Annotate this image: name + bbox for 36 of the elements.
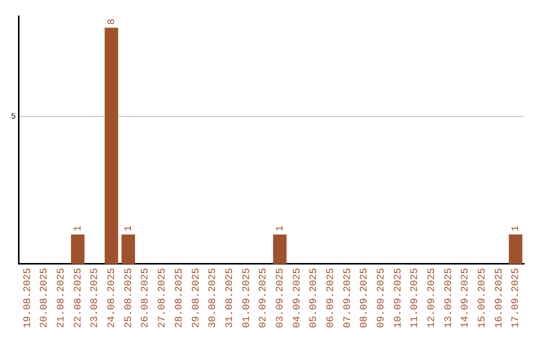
x-tick-label: 10.09.2025 bbox=[393, 268, 404, 328]
x-tick-label: 31.08.2025 bbox=[224, 268, 236, 328]
y-tick-label: 5 bbox=[10, 112, 16, 122]
x-tick-label: 01.09.2025 bbox=[242, 268, 253, 328]
x-tick-label: 07.09.2025 bbox=[342, 268, 354, 328]
x-tick-label: 06.09.2025 bbox=[326, 268, 337, 328]
x-tick-label: 08.09.2025 bbox=[360, 268, 371, 328]
x-tick-label: 28.08.2025 bbox=[174, 268, 186, 328]
x-tick-label: 02.09.2025 bbox=[258, 268, 270, 328]
x-tick-label: 24.08.2025 bbox=[107, 268, 118, 328]
x-tick-label: 23.08.2025 bbox=[90, 268, 102, 328]
x-tick-label: 22.08.2025 bbox=[73, 268, 84, 328]
data-label: 1 bbox=[124, 225, 135, 232]
x-tick-label: 09.09.2025 bbox=[376, 268, 388, 328]
x-tick-label: 17.09.2025 bbox=[511, 268, 522, 328]
x-tick-label: 12.09.2025 bbox=[427, 268, 438, 328]
x-tick-label: 21.08.2025 bbox=[56, 268, 68, 328]
x-tick-label: 05.09.2025 bbox=[309, 268, 320, 328]
x-tick-label: 25.08.2025 bbox=[124, 268, 135, 328]
x-tick-label: 14.09.2025 bbox=[460, 268, 472, 328]
x-tick-label: 29.08.2025 bbox=[191, 268, 202, 328]
x-tick-label: 04.09.2025 bbox=[292, 268, 304, 328]
data-label: 8 bbox=[107, 18, 118, 25]
x-tick-label: 16.09.2025 bbox=[494, 268, 506, 328]
x-tick-label: 13.09.2025 bbox=[444, 268, 455, 328]
data-label: 1 bbox=[73, 225, 84, 232]
x-tick-label: 30.08.2025 bbox=[208, 268, 220, 328]
x-tick-label: 27.08.2025 bbox=[158, 268, 169, 328]
x-tick-label: 11.09.2025 bbox=[410, 268, 422, 328]
x-tick-label: 20.08.2025 bbox=[40, 268, 51, 328]
x-tick-label: 26.08.2025 bbox=[140, 268, 152, 328]
data-label: 1 bbox=[511, 225, 522, 232]
x-tick-label: 03.09.2025 bbox=[275, 268, 286, 328]
data-label: 1 bbox=[275, 225, 286, 232]
x-tick-label: 19.08.2025 bbox=[22, 268, 34, 328]
x-tick-label: 15.09.2025 bbox=[478, 268, 489, 328]
